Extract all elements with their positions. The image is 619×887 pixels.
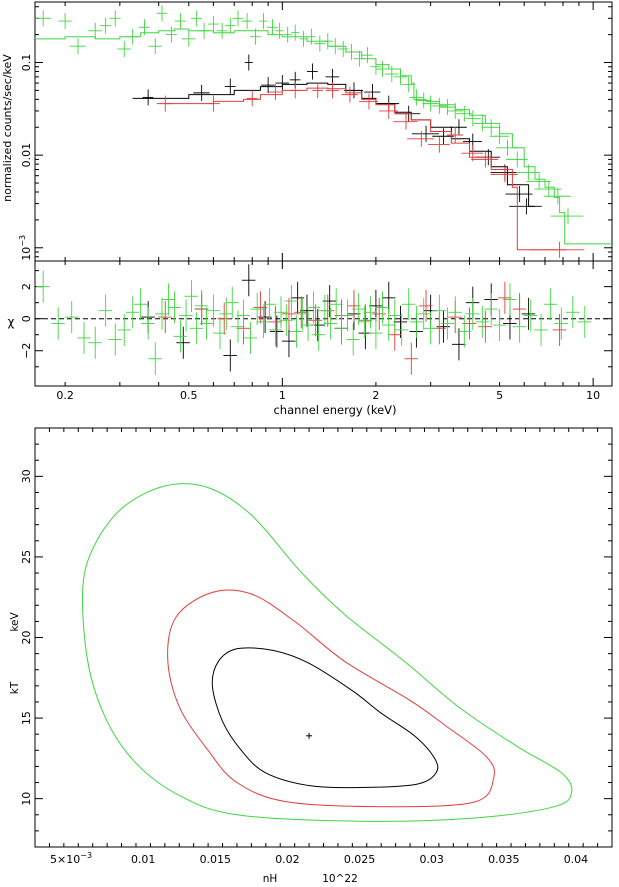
spectrum-series-green	[34, 5, 612, 245]
contour-xtick-label: 0.01	[131, 853, 156, 866]
contour-frame	[34, 427, 613, 848]
contour-xlabel-unit: 10^22	[322, 873, 358, 885]
contour-ytick-label: 15	[20, 711, 33, 725]
residual-series-red	[158, 281, 567, 375]
residual-series-black	[141, 264, 536, 372]
contour-xlabel: nH	[263, 873, 278, 885]
residuals-frame	[34, 260, 613, 387]
residual-series-green	[36, 270, 592, 375]
contour-green	[81, 483, 573, 822]
spectrum-ytick-label: 10−3	[18, 235, 33, 261]
contour-ytick-label: 30	[20, 469, 33, 483]
spectrum-xtick-label: 1	[279, 389, 286, 402]
contour-xtick-label: 0.025	[344, 853, 376, 866]
contour-xtick-label: 0.03	[419, 853, 444, 866]
contour-xtick-label: 5×10−3	[50, 851, 92, 866]
contour-ytick-label: 20	[20, 631, 33, 645]
contour-xtick-label: 0.035	[488, 853, 520, 866]
model-curve-red	[165, 87, 567, 251]
residuals-ytick-label: 2	[20, 283, 33, 290]
model-curve-black	[132, 82, 535, 207]
spectrum-xtick-label: 5	[496, 389, 503, 402]
spectrum-xtick-label: 0.5	[180, 389, 198, 402]
spectrum-panel: 0.1 0.01 10−3	[18, 1, 613, 262]
contour-red	[167, 589, 495, 808]
residuals-panel: 2 0 −2 0.2 0.5 1 2 5 10	[20, 260, 613, 402]
spectrum-ytick-label: 0.1	[20, 54, 33, 72]
contour-xtick-label: 0.04	[564, 853, 589, 866]
spectrum-ylabel: normalized counts/sec/keV	[1, 54, 14, 202]
contour-ytick-label: 10	[20, 792, 33, 806]
model-curve-green	[35, 28, 612, 245]
spectrum-xtick-label: 2	[372, 389, 379, 402]
spectrum-series-red	[156, 82, 585, 258]
contour-ylabel-unit: keV	[9, 612, 21, 632]
residuals-ytick-label: 0	[20, 315, 33, 322]
spectrum-xlabel: channel energy (keV)	[273, 403, 396, 417]
contour-xtick-label: 0.015	[200, 853, 232, 866]
spectrum-xtick-label: 10	[586, 389, 600, 402]
residuals-ylabel: χ	[8, 315, 15, 329]
contour-ytick-label: 25	[20, 550, 33, 564]
contour-panel: 5×10−3 0.01 0.015 0.02 0.025 0.03 0.035 0.04 10 1…	[20, 427, 613, 866]
contour-ylabel: kT	[9, 681, 21, 694]
residuals-ytick-label: −2	[20, 343, 33, 359]
contour-black	[211, 647, 439, 789]
spectrum-xtick-label: 0.2	[56, 389, 74, 402]
spectrum-ytick-label: 0.01	[20, 143, 33, 168]
spectrum-series-black	[132, 54, 542, 215]
contour-xtick-label: 0.02	[275, 853, 300, 866]
